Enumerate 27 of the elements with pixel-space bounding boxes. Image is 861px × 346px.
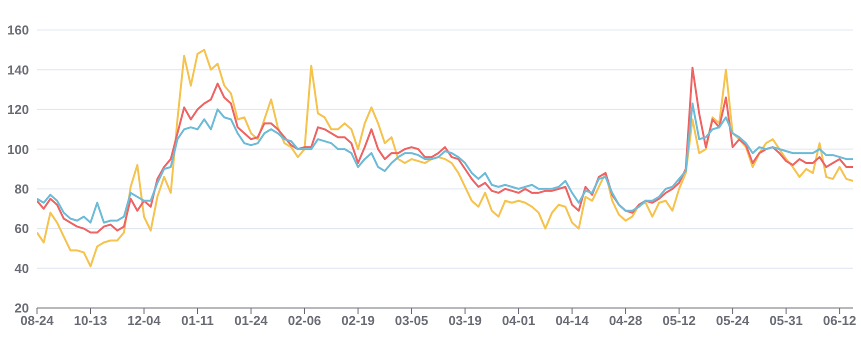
x-tick-label: 02-06 (288, 313, 322, 328)
y-tick-label: 140 (7, 62, 29, 78)
y-tick-label: 80 (14, 181, 29, 196)
y-tick-label: 100 (7, 142, 29, 157)
x-tick-label: 05-31 (769, 313, 803, 328)
y-tick-label: 40 (14, 260, 29, 276)
line-series (37, 102, 853, 224)
x-tick-label: 03-19 (448, 313, 482, 328)
x-tick-label: 05-12 (662, 313, 696, 328)
line-series (37, 66, 853, 234)
x-tick-label: 10-13 (74, 313, 108, 328)
x-tick-label: 05-24 (716, 313, 750, 328)
x-tick-label: 08-24 (20, 313, 54, 328)
x-tick-label: 04-28 (608, 313, 642, 328)
x-tick-label: 03-05 (394, 313, 428, 328)
line-series (37, 48, 853, 268)
y-tick-label: 160 (7, 22, 29, 38)
x-tick-label: 01-24 (234, 313, 268, 328)
x-tick-label: 04-01 (502, 313, 536, 328)
y-tick-label: 20 (14, 300, 29, 316)
x-tick-label: 02-19 (341, 313, 375, 328)
y-tick-label: 60 (14, 221, 29, 236)
x-tick-label: 04-14 (555, 313, 590, 328)
x-tick-label: 06-12 (823, 313, 856, 328)
x-tick-label: 01-11 (181, 313, 214, 328)
y-tick-label: 120 (7, 102, 29, 118)
x-tick-label: 12-04 (127, 313, 162, 328)
